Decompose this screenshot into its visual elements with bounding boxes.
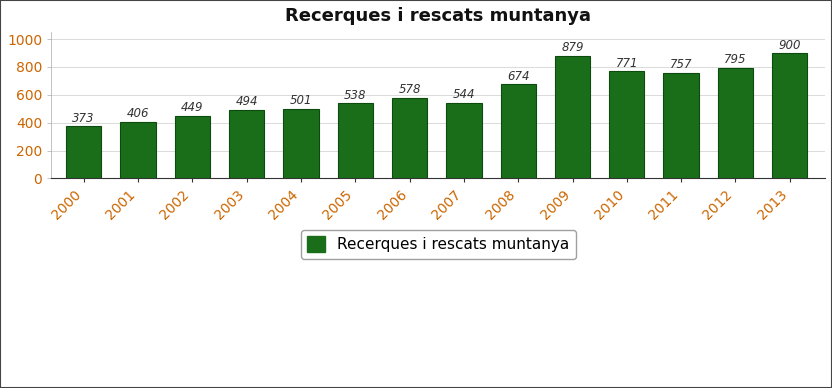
- Text: 449: 449: [181, 101, 204, 114]
- Bar: [772, 53, 807, 178]
- Bar: [283, 109, 319, 178]
- Text: 538: 538: [344, 89, 367, 102]
- Text: 674: 674: [507, 70, 529, 83]
- Text: 795: 795: [724, 53, 746, 66]
- Bar: [718, 68, 753, 178]
- Text: 578: 578: [399, 83, 421, 97]
- Bar: [501, 85, 536, 178]
- Bar: [121, 122, 156, 178]
- Bar: [392, 98, 427, 178]
- Text: 771: 771: [616, 57, 638, 69]
- Bar: [663, 73, 699, 178]
- Bar: [338, 104, 373, 178]
- Bar: [446, 102, 482, 178]
- Text: 879: 879: [562, 42, 584, 54]
- Bar: [609, 71, 645, 178]
- Text: 544: 544: [453, 88, 475, 101]
- Bar: [175, 116, 210, 178]
- Bar: [555, 56, 590, 178]
- Bar: [66, 126, 102, 178]
- Title: Recerques i rescats muntanya: Recerques i rescats muntanya: [285, 7, 591, 25]
- Text: 501: 501: [290, 94, 312, 107]
- Text: 900: 900: [779, 38, 801, 52]
- Legend: Recerques i rescats muntanya: Recerques i rescats muntanya: [300, 230, 576, 258]
- Text: 757: 757: [670, 59, 692, 71]
- Text: 406: 406: [126, 107, 149, 120]
- Text: 373: 373: [72, 112, 95, 125]
- Text: 494: 494: [235, 95, 258, 108]
- Bar: [229, 109, 265, 178]
